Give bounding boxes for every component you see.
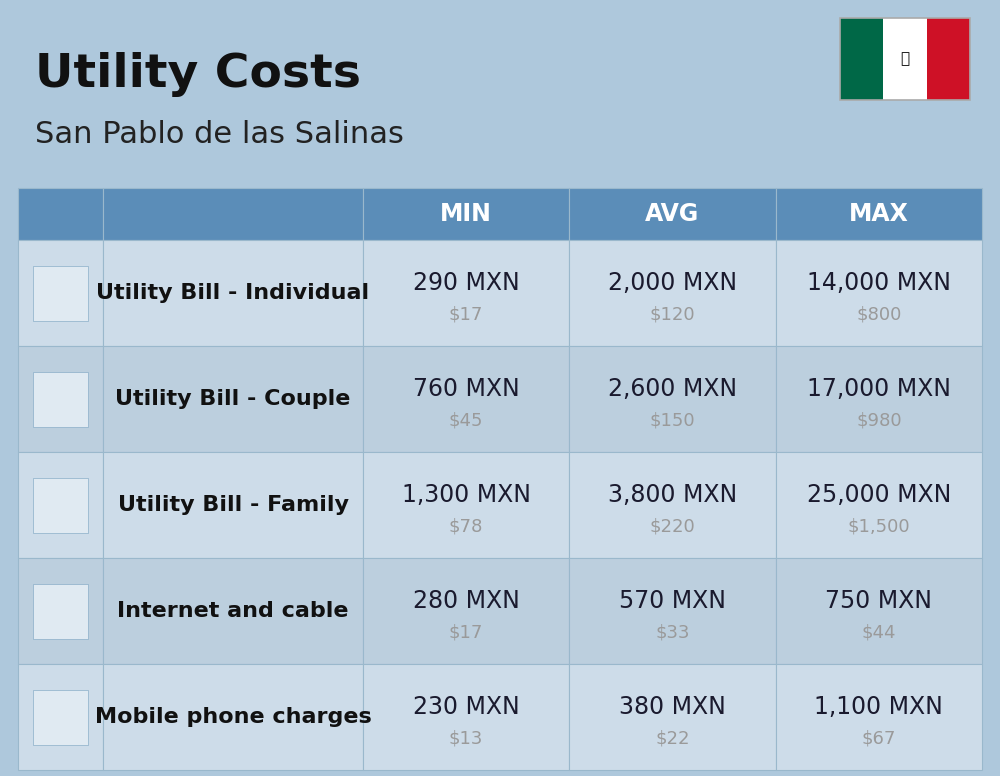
- Bar: [569, 452, 776, 558]
- Text: Mobile phone charges: Mobile phone charges: [95, 707, 371, 727]
- Text: San Pablo de las Salinas: San Pablo de las Salinas: [35, 120, 404, 149]
- Text: 17,000 MXN: 17,000 MXN: [807, 377, 951, 401]
- Bar: [363, 240, 569, 346]
- Bar: [18, 558, 103, 664]
- Text: 760 MXN: 760 MXN: [413, 377, 520, 401]
- Text: $17: $17: [449, 306, 483, 324]
- Text: 2,000 MXN: 2,000 MXN: [608, 271, 737, 295]
- Text: 380 MXN: 380 MXN: [619, 695, 726, 719]
- Bar: [33, 477, 88, 532]
- Bar: [840, 18, 883, 100]
- Bar: [927, 18, 970, 100]
- Text: $220: $220: [650, 518, 695, 536]
- Text: $45: $45: [449, 412, 483, 430]
- Text: 750 MXN: 750 MXN: [825, 589, 932, 613]
- Text: AVG: AVG: [645, 202, 700, 226]
- Bar: [18, 240, 103, 346]
- Bar: [569, 664, 776, 770]
- Text: $17: $17: [449, 624, 483, 642]
- Text: 280 MXN: 280 MXN: [413, 589, 520, 613]
- Text: 1,300 MXN: 1,300 MXN: [402, 483, 531, 507]
- Bar: [18, 452, 103, 558]
- Text: $67: $67: [862, 730, 896, 748]
- Text: $33: $33: [655, 624, 690, 642]
- Text: 570 MXN: 570 MXN: [619, 589, 726, 613]
- Bar: [18, 664, 103, 770]
- Text: $78: $78: [449, 518, 483, 536]
- Bar: [33, 372, 88, 427]
- Bar: [569, 240, 776, 346]
- Text: $13: $13: [449, 730, 483, 748]
- Text: 290 MXN: 290 MXN: [413, 271, 520, 295]
- Bar: [363, 664, 569, 770]
- Text: 🦅: 🦅: [900, 51, 910, 67]
- Text: $120: $120: [650, 306, 695, 324]
- Bar: [18, 346, 103, 452]
- Text: 14,000 MXN: 14,000 MXN: [807, 271, 951, 295]
- Bar: [776, 346, 982, 452]
- Bar: [840, 18, 970, 100]
- Bar: [363, 558, 569, 664]
- Text: 1,100 MXN: 1,100 MXN: [814, 695, 943, 719]
- Text: $980: $980: [856, 412, 902, 430]
- Text: MIN: MIN: [440, 202, 492, 226]
- Bar: [363, 188, 569, 240]
- Text: $150: $150: [650, 412, 695, 430]
- Bar: [33, 690, 88, 744]
- Bar: [363, 452, 569, 558]
- Bar: [569, 558, 776, 664]
- Bar: [103, 452, 363, 558]
- Bar: [776, 188, 982, 240]
- Text: Internet and cable: Internet and cable: [117, 601, 349, 621]
- Bar: [33, 265, 88, 320]
- Bar: [18, 188, 103, 240]
- Text: 230 MXN: 230 MXN: [413, 695, 520, 719]
- Text: Utility Bill - Couple: Utility Bill - Couple: [115, 389, 351, 409]
- Bar: [776, 452, 982, 558]
- Bar: [103, 346, 363, 452]
- Text: Utility Bill - Family: Utility Bill - Family: [118, 495, 349, 515]
- Bar: [776, 664, 982, 770]
- Bar: [33, 584, 88, 639]
- Bar: [103, 240, 363, 346]
- Text: Utility Bill - Individual: Utility Bill - Individual: [96, 283, 370, 303]
- Text: 2,600 MXN: 2,600 MXN: [608, 377, 737, 401]
- Bar: [103, 188, 363, 240]
- Bar: [776, 558, 982, 664]
- Bar: [569, 188, 776, 240]
- Text: MAX: MAX: [849, 202, 909, 226]
- Text: $22: $22: [655, 730, 690, 748]
- Text: 3,800 MXN: 3,800 MXN: [608, 483, 737, 507]
- Text: Utility Costs: Utility Costs: [35, 52, 361, 97]
- Text: $800: $800: [856, 306, 902, 324]
- Text: 25,000 MXN: 25,000 MXN: [807, 483, 951, 507]
- Text: $44: $44: [862, 624, 896, 642]
- Bar: [776, 240, 982, 346]
- Text: $1,500: $1,500: [848, 518, 910, 536]
- Bar: [103, 664, 363, 770]
- Bar: [883, 18, 927, 100]
- Bar: [103, 558, 363, 664]
- Bar: [569, 346, 776, 452]
- Bar: [363, 346, 569, 452]
